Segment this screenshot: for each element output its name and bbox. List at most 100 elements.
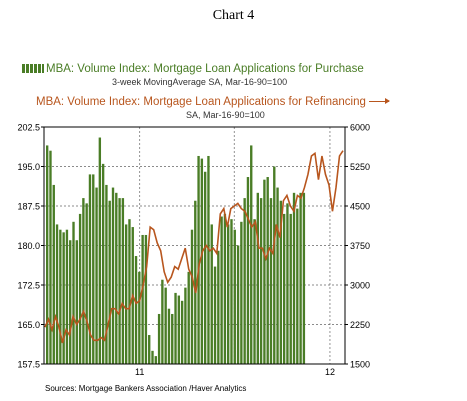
purchase-bar <box>187 271 190 364</box>
purchase-bar <box>164 287 167 364</box>
left-axis-tick-label: 187.5 <box>17 202 40 212</box>
left-axis-tick-label: 180.0 <box>17 241 40 251</box>
purchase-bar <box>256 192 259 364</box>
purchase-bar <box>217 250 220 364</box>
right-axis-tick-label: 1500 <box>350 360 370 370</box>
purchase-bar <box>282 213 286 364</box>
x-axis-labels: 11 12 <box>135 367 335 377</box>
figure-title: Chart 4 <box>212 8 255 23</box>
purchase-bar <box>263 179 266 364</box>
purchase-bar <box>78 213 82 364</box>
purchase-bar <box>55 224 59 364</box>
purchase-bar <box>105 184 108 364</box>
legend-refi-sub: SA, Mar-16-90=100 <box>186 110 265 120</box>
purchase-bar <box>157 313 161 364</box>
purchase-bar <box>276 187 279 364</box>
legend-refi: MBA: Volume Index: Mortgage Loan Applica… <box>36 96 390 108</box>
axis-ticks <box>41 126 348 365</box>
legend-purchase: MBA: Volume Index: Mortgage Loan Applica… <box>22 63 364 75</box>
purchase-bar <box>124 224 128 364</box>
purchase-bar <box>184 287 187 364</box>
purchase-bar <box>148 335 151 364</box>
right-axis-tick-label: 3000 <box>350 281 370 291</box>
purchase-bar <box>246 177 250 364</box>
purchase-bar <box>273 166 276 364</box>
purchase-bar <box>227 224 230 364</box>
purchase-bar <box>194 200 197 364</box>
purchase-bar <box>88 174 92 364</box>
purchase-bar <box>223 213 227 364</box>
purchase-bar <box>98 137 102 364</box>
left-axis-tick-label: 165.0 <box>17 320 40 330</box>
legend-purchase-sub: 3-week MovingAverage SA, Mar-16-90=100 <box>112 77 288 87</box>
purchase-bar <box>138 271 141 364</box>
purchase-bar <box>203 171 207 364</box>
purchase-bar <box>154 356 157 364</box>
purchase-bar <box>299 192 302 364</box>
purchase-bar <box>302 192 306 364</box>
purchase-bar <box>108 200 111 364</box>
purchase-bar <box>115 192 118 364</box>
purchase-bar <box>197 155 200 364</box>
purchase-bar <box>167 308 171 364</box>
purchase-bar <box>141 234 144 364</box>
purchase-bar <box>101 163 105 364</box>
purchase-bar <box>250 145 253 364</box>
purchase-bar <box>269 198 273 364</box>
purchase-bar <box>230 219 233 364</box>
purchase-bar <box>279 200 283 364</box>
purchase-bar <box>213 266 217 364</box>
purchase-bar <box>72 221 75 364</box>
right-axis-tick-label: 4500 <box>350 202 370 212</box>
purchase-bar <box>240 221 243 364</box>
left-axis-tick-label: 172.5 <box>17 281 40 291</box>
purchase-bar <box>190 229 194 364</box>
purchase-bar <box>220 216 223 364</box>
purchase-bar <box>75 240 78 364</box>
purchase-bar <box>286 203 289 364</box>
purchase-bar <box>210 224 213 364</box>
legend-refi-arrow-icon <box>368 98 390 105</box>
purchase-bar <box>200 158 204 364</box>
purchase-bar <box>49 150 52 364</box>
purchase-bars <box>46 137 306 364</box>
purchase-bar <box>59 229 62 364</box>
purchase-bar <box>134 256 138 364</box>
purchase-bar <box>289 213 292 364</box>
purchase-bar <box>69 240 72 364</box>
legend-purchase-swatch <box>22 64 44 74</box>
purchase-bar <box>62 232 65 364</box>
left-axis-tick-label: 202.5 <box>17 123 40 133</box>
purchase-bar <box>111 187 115 364</box>
purchase-bar <box>171 313 174 364</box>
purchase-bar <box>82 198 85 364</box>
purchase-bar <box>177 295 181 364</box>
purchase-bar <box>236 245 240 364</box>
refi-line <box>44 150 344 344</box>
x-axis-tick-label: 11 <box>135 367 144 377</box>
purchase-bar <box>296 208 299 364</box>
right-axis-tick-label: 3750 <box>350 241 370 251</box>
purchase-bar <box>292 192 296 364</box>
right-axis-labels: 1500 2250 3000 3750 4500 5250 6000 <box>350 123 370 370</box>
purchase-bar <box>243 198 246 364</box>
purchase-bar <box>151 350 154 364</box>
purchase-bar <box>174 292 177 364</box>
left-axis-tick-label: 157.5 <box>17 360 40 370</box>
purchase-bar <box>121 198 125 364</box>
x-axis-tick-label: 12 <box>325 367 335 377</box>
purchase-bar <box>95 187 98 364</box>
purchase-bar <box>233 229 236 364</box>
legend-purchase-label: MBA: Volume Index: Mortgage Loan Applica… <box>46 63 364 75</box>
purchase-bar <box>266 177 269 364</box>
purchase-bar <box>253 219 256 364</box>
purchase-bar <box>144 234 148 364</box>
purchase-bar <box>128 219 131 364</box>
purchase-bar <box>259 198 263 364</box>
right-axis-tick-label: 5250 <box>350 162 370 172</box>
purchase-bar <box>92 174 95 364</box>
purchase-bar <box>161 279 164 364</box>
purchase-bar <box>85 203 88 364</box>
source-note: Sources: Mortgage Bankers Association /H… <box>45 384 247 393</box>
